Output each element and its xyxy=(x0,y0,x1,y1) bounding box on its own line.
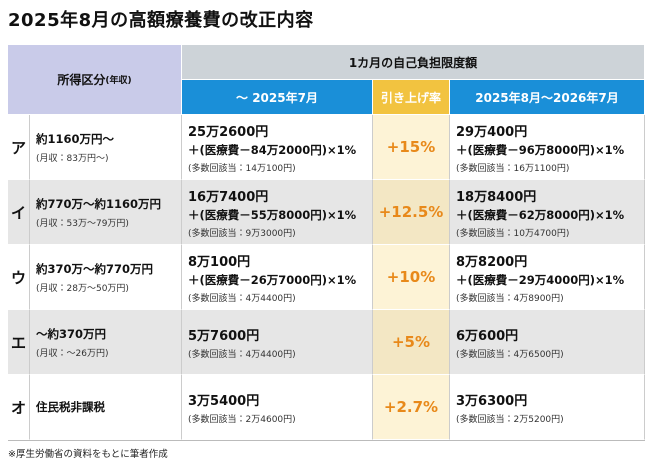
before-header-text: ～ 2025年7月 xyxy=(236,90,318,105)
income-cell: ～約370万円 (月収：～26万円) xyxy=(30,310,182,375)
after-base: 6万600円 xyxy=(456,328,519,344)
footnote: ※厚生労働省の資料をもとに筆者作成 xyxy=(8,449,168,460)
row-letter: イ xyxy=(8,180,30,245)
income: 約370万～約770万円 xyxy=(36,261,154,276)
rate: +12.5% xyxy=(373,180,450,245)
after-cell: 3万6300円 (多数回該当：2万5200円) xyxy=(450,375,645,440)
after-cell: 6万600円 (多数回該当：4万6500円) xyxy=(450,310,645,375)
rate: +10% xyxy=(373,245,450,310)
income-note: (月収：53万～79万円) xyxy=(36,218,129,229)
rate: +2.7% xyxy=(373,375,450,440)
after-base: 18万8400円 xyxy=(456,189,537,205)
before-multi: (多数回該当：4万4400円) xyxy=(188,349,296,360)
row-letter: ア xyxy=(8,115,30,180)
table-bottom xyxy=(8,440,645,441)
before-base: 8万100円 xyxy=(188,254,251,270)
after-formula: ＋(医療費－29万4000円)×1% xyxy=(456,272,625,287)
after-multi: (多数回該当：2万5200円) xyxy=(456,414,564,425)
income-cell: 約370万～約770万円 (月収：28万～50万円) xyxy=(30,245,182,310)
rate-header-text: 引き上げ率 xyxy=(380,90,441,105)
before-base: 3万5400円 xyxy=(188,393,260,409)
after-multi: (多数回該当：4万6500円) xyxy=(456,349,564,360)
income: 約770万～約1160万円 xyxy=(36,196,162,211)
income: 約1160万円～ xyxy=(36,131,115,146)
income-header-text: 所得区分 xyxy=(57,73,106,87)
after-cell: 29万400円 ＋(医療費－96万8000円)×1% (多数回該当：16万1100円… xyxy=(450,115,645,180)
rate: +15% xyxy=(373,115,450,180)
row-letter: オ xyxy=(8,375,30,440)
income: ～約370万円 xyxy=(36,326,107,341)
before-cell: 16万7400円 ＋(医療費－55万8000円)×1% (多数回該当：9万3000円… xyxy=(182,180,373,245)
before-base: 5万7600円 xyxy=(188,328,260,344)
after-cell: 18万8400円 ＋(医療費－62万8000円)×1% (多数回該当：10万4700… xyxy=(450,180,645,245)
income-cell: 約770万～約1160万円 (月収：53万～79万円) xyxy=(30,180,182,245)
income-header-note: (年収) xyxy=(105,76,132,86)
before-multi: (多数回該当：4万4400円) xyxy=(188,293,296,304)
before-multi: (多数回該当：9万3000円) xyxy=(188,228,296,239)
after-formula: ＋(医療費－96万8000円)×1% xyxy=(456,142,625,157)
before-formula: ＋(医療費－84万2000円)×1% xyxy=(188,142,357,157)
row-letter: エ xyxy=(8,310,30,375)
rate-header: 引き上げ率 xyxy=(373,80,450,115)
after-formula: ＋(医療費－62万8000円)×1% xyxy=(456,207,625,222)
before-multi: (多数回該当：14万100円) xyxy=(188,163,296,174)
after-cell: 8万8200円 ＋(医療費－29万4000円)×1% (多数回該当：4万8900円) xyxy=(450,245,645,310)
after-header: 2025年8月～2026年7月 xyxy=(450,80,645,115)
span-header-text: 1カ月の自己負担限度額 xyxy=(348,55,478,70)
before-header: ～ 2025年7月 xyxy=(182,80,373,115)
after-multi: (多数回該当：16万1100円) xyxy=(456,163,570,174)
before-formula: ＋(医療費－55万8000円)×1% xyxy=(188,207,357,222)
before-multi: (多数回該当：2万4600円) xyxy=(188,414,296,425)
income: 住民税非課税 xyxy=(36,400,105,414)
income-note: (月収：28万～50万円) xyxy=(36,283,129,294)
row-letter: ウ xyxy=(8,245,30,310)
after-base: 3万6300円 xyxy=(456,393,528,409)
after-base: 8万8200円 xyxy=(456,254,528,270)
title: 2025年8月の高額療養費の改正内容 xyxy=(8,10,314,31)
income-note: (月収：83万円～) xyxy=(36,153,109,164)
income-note: (月収：～26万円) xyxy=(36,348,109,359)
before-cell: 25万2600円 ＋(医療費－84万2000円)×1% (多数回該当：14万100円… xyxy=(182,115,373,180)
before-base: 16万7400円 xyxy=(188,189,269,205)
before-formula: ＋(医療費－26万7000円)×1% xyxy=(188,272,357,287)
income-cell: 住民税非課税 xyxy=(30,375,182,440)
before-cell: 5万7600円 (多数回該当：4万4400円) xyxy=(182,310,373,375)
income-header: 所得区分 (年収) xyxy=(8,45,182,115)
income-cell: 約1160万円～ (月収：83万円～) xyxy=(30,115,182,180)
before-base: 25万2600円 xyxy=(188,124,269,140)
before-cell: 3万5400円 (多数回該当：2万4600円) xyxy=(182,375,373,440)
after-multi: (多数回該当：4万8900円) xyxy=(456,293,564,304)
span-header: 1カ月の自己負担限度額 xyxy=(182,45,645,80)
before-cell: 8万100円 ＋(医療費－26万7000円)×1% (多数回該当：4万4400円) xyxy=(182,245,373,310)
after-header-text: 2025年8月～2026年7月 xyxy=(475,90,619,105)
rate: +5% xyxy=(373,310,450,375)
after-base: 29万400円 xyxy=(456,124,528,140)
after-multi: (多数回該当：10万4700円) xyxy=(456,228,570,239)
